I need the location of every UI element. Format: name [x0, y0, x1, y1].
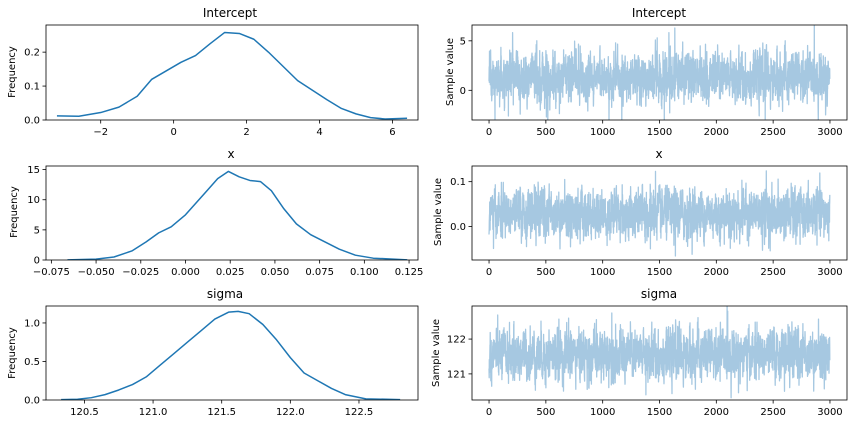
- x-tick-label: 122.5: [345, 407, 374, 418]
- x-tick-label: −2: [93, 127, 108, 138]
- y-tick-label: 0.1: [450, 177, 466, 188]
- x-tick-label: 2500: [760, 407, 785, 418]
- x-tick-label: 500: [536, 127, 555, 138]
- y-tick-label: 0.0: [24, 396, 40, 407]
- y-tick-label: 10: [27, 195, 40, 206]
- panel-title: sigma: [641, 287, 677, 301]
- panel-title: Intercept: [632, 6, 687, 20]
- x-tick-label: 2000: [704, 407, 729, 418]
- x-tick-label: 2000: [704, 127, 729, 138]
- y-tick-label: 1.0: [24, 318, 40, 329]
- x-tick-label: −0.050: [78, 267, 115, 278]
- y-tick-label: 122: [447, 335, 466, 346]
- x-tick-label: 4: [316, 127, 322, 138]
- y-tick-label: 5: [460, 36, 466, 47]
- x-tick-label: 2500: [760, 127, 785, 138]
- x-tick-label: 121.5: [207, 407, 236, 418]
- panel-title: x: [227, 147, 234, 161]
- x-tick-label: 0: [170, 127, 176, 138]
- x-tick-label: 2: [243, 127, 249, 138]
- y-tick-label: 0.1: [24, 82, 40, 93]
- x-tick-label: 1000: [590, 407, 615, 418]
- y-tick-label: 15: [27, 165, 40, 176]
- x-tick-label: 0.000: [171, 267, 200, 278]
- x-tick-label: 1500: [647, 267, 672, 278]
- x-tick-label: 0.050: [261, 267, 290, 278]
- panel-title: x: [655, 147, 662, 161]
- x-tick-label: 1500: [647, 407, 672, 418]
- x-tick-label: 3000: [817, 407, 842, 418]
- x-tick-label: 1000: [590, 267, 615, 278]
- x-tick-label: 3000: [817, 127, 842, 138]
- x-tick-label: 2500: [760, 267, 785, 278]
- x-tick-label: 2000: [704, 267, 729, 278]
- panel-title: Intercept: [203, 6, 258, 20]
- x-tick-label: −0.075: [33, 267, 70, 278]
- y-axis-label: Frequency: [9, 186, 20, 238]
- x-tick-label: 0.100: [350, 267, 379, 278]
- x-tick-label: 122.0: [276, 407, 305, 418]
- panel-title: sigma: [207, 287, 243, 301]
- x-tick-label: 1000: [590, 127, 615, 138]
- y-tick-label: 0: [460, 86, 466, 97]
- y-tick-label: 0.2: [24, 48, 40, 59]
- y-axis-label: Sample value: [445, 38, 456, 106]
- y-axis-label: Frequency: [7, 327, 18, 379]
- y-axis-label: Frequency: [7, 46, 18, 98]
- x-tick-label: 0.075: [305, 267, 334, 278]
- x-tick-label: 0: [486, 127, 492, 138]
- x-tick-label: 1500: [647, 127, 672, 138]
- x-tick-label: 0.025: [216, 267, 245, 278]
- x-tick-label: 6: [389, 127, 395, 138]
- y-axis-label: Sample value: [431, 319, 442, 387]
- x-tick-label: 500: [536, 407, 555, 418]
- x-tick-label: 121.0: [139, 407, 168, 418]
- y-tick-label: 0.0: [24, 116, 40, 127]
- y-tick-label: 5: [34, 225, 40, 236]
- x-tick-label: 0: [486, 267, 492, 278]
- x-tick-label: 0: [486, 407, 492, 418]
- x-tick-label: 3000: [817, 267, 842, 278]
- y-axis-label: Sample value: [433, 178, 444, 246]
- y-tick-label: 0.5: [24, 357, 40, 368]
- x-tick-label: 500: [536, 267, 555, 278]
- x-tick-label: −0.025: [122, 267, 159, 278]
- x-tick-label: 0.125: [395, 267, 424, 278]
- y-tick-label: 121: [447, 369, 466, 380]
- figure: Intercept Frequency −2 0 2 4 6 0.0 0.1 0.2 Inte…: [0, 0, 856, 424]
- y-tick-label: 0.0: [450, 222, 466, 233]
- x-tick-label: 120.5: [70, 407, 99, 418]
- y-tick-label: 0: [34, 256, 40, 267]
